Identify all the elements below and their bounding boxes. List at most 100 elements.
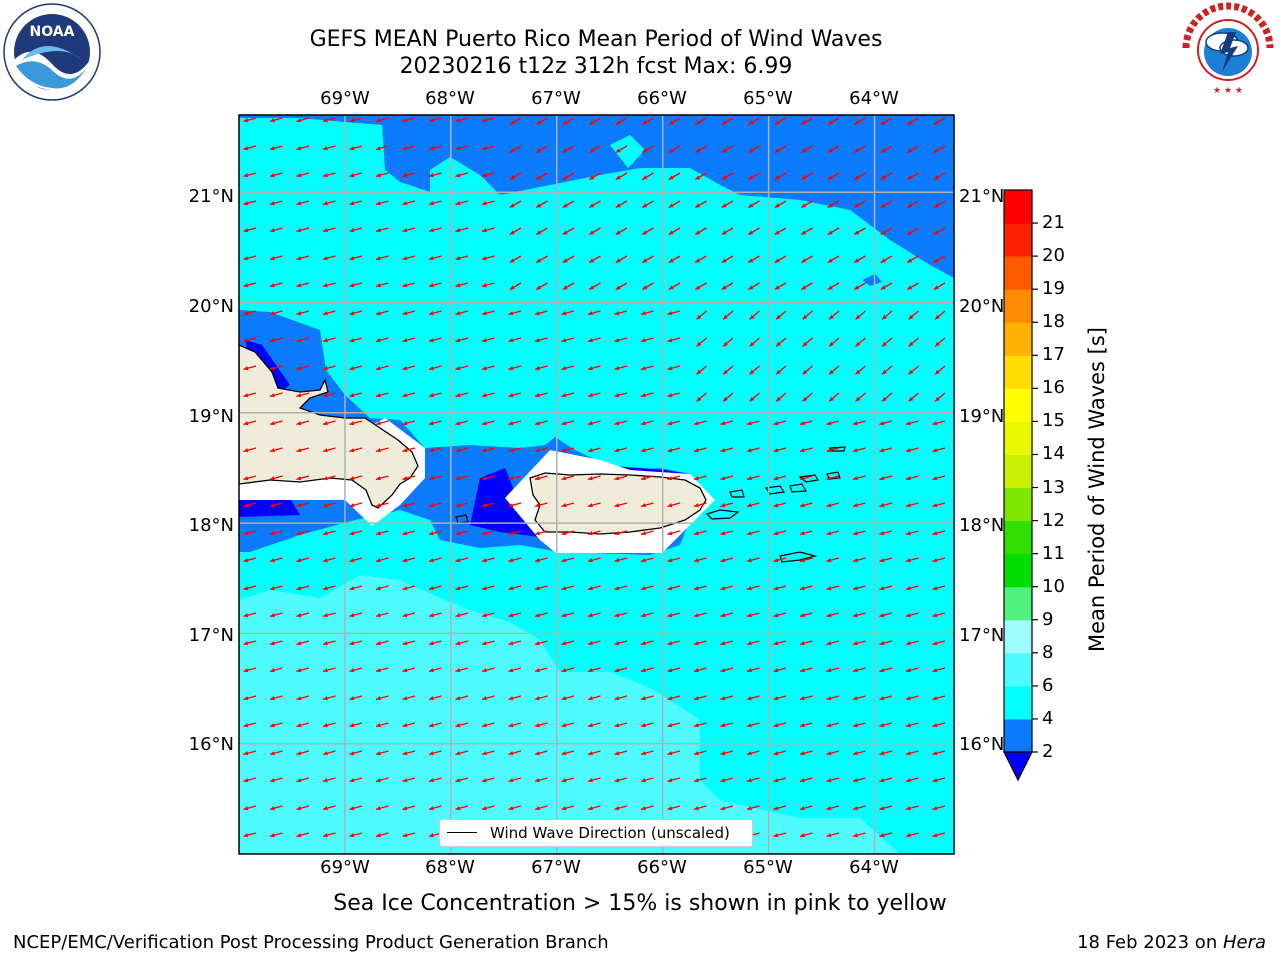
wind-wave-arrow	[640, 805, 654, 811]
wind-wave-arrow	[905, 777, 919, 783]
wind-wave-arrow	[826, 667, 840, 673]
wind-wave-arrow	[853, 200, 866, 209]
wind-wave-arrow	[349, 585, 363, 591]
wind-wave-arrow	[855, 310, 866, 320]
wind-wave-arrow	[243, 310, 257, 316]
wind-wave-arrow	[800, 117, 813, 126]
wind-wave-arrow	[535, 145, 548, 154]
wind-wave-arrow	[243, 832, 257, 838]
wind-wave-arrow	[481, 667, 495, 673]
wind-wave-arrow	[534, 475, 548, 481]
lat-tick-label: 17°N	[959, 625, 1005, 646]
wind-wave-arrow	[614, 805, 628, 811]
wind-wave-arrow	[296, 392, 310, 398]
wind-wave-arrow	[827, 282, 840, 291]
wind-wave-arrow	[641, 145, 654, 154]
wind-wave-arrow	[269, 502, 283, 508]
wind-wave-arrow	[269, 447, 283, 453]
wind-wave-arrow	[322, 255, 336, 261]
wind-wave-arrow	[481, 200, 495, 206]
wind-wave-arrow	[774, 282, 787, 291]
wind-wave-arrow	[508, 420, 522, 426]
wind-wave-arrow	[349, 255, 363, 261]
colorbar-segment	[1004, 454, 1032, 489]
wind-wave-arrow	[481, 612, 495, 618]
wind-wave-arrow	[826, 557, 840, 563]
wind-wave-arrow	[375, 557, 389, 563]
wind-wave-arrow	[455, 667, 469, 673]
wind-wave-arrow	[640, 392, 654, 398]
wind-wave-arrow	[296, 640, 310, 646]
wind-wave-arrow	[588, 227, 601, 236]
wind-wave-arrow	[243, 145, 257, 151]
wind-wave-arrow	[269, 695, 283, 701]
period-band-under-2	[470, 468, 540, 537]
wind-wave-arrow	[749, 365, 760, 375]
wind-wave-arrow	[561, 722, 575, 728]
wind-wave-arrow	[774, 227, 787, 236]
wind-wave-arrow	[932, 805, 946, 811]
wind-wave-arrow	[349, 502, 363, 508]
wind-wave-arrow	[375, 420, 389, 426]
wind-wave-arrow	[775, 392, 787, 402]
wind-wave-arrow	[827, 200, 840, 209]
wind-wave-arrow	[587, 805, 601, 811]
wind-wave-arrow	[428, 310, 442, 316]
wind-wave-arrow	[508, 365, 522, 371]
wind-wave-arrow	[905, 475, 919, 481]
wind-wave-arrow	[455, 530, 469, 536]
wind-wave-arrow	[799, 722, 813, 728]
wind-wave-arrow	[852, 777, 866, 783]
wind-wave-arrow	[243, 172, 257, 178]
wind-wave-arrow	[481, 227, 495, 233]
wind-wave-arrow	[881, 310, 893, 320]
period-band-2-4-north	[239, 115, 954, 278]
wind-wave-arrow	[693, 585, 707, 591]
lon-tick-label: 67°W	[531, 857, 581, 878]
wind-wave-arrow	[455, 777, 469, 783]
wind-wave-arrow	[852, 612, 866, 618]
wind-wave-arrow	[747, 200, 760, 209]
wind-wave-arrow	[879, 557, 893, 563]
wind-wave-arrow	[773, 777, 787, 783]
wind-wave-arrow	[375, 337, 389, 343]
colorbar-segment	[1004, 256, 1032, 290]
wind-wave-arrow	[455, 337, 469, 343]
wind-wave-arrow	[614, 530, 628, 536]
colorbar-segment	[1004, 223, 1032, 257]
wind-wave-arrow	[455, 475, 469, 481]
wind-wave-arrow	[455, 695, 469, 701]
wind-wave-arrow	[827, 172, 840, 181]
wind-wave-arrow	[614, 365, 628, 371]
wind-wave-arrow	[720, 640, 734, 646]
wind-wave-arrow	[587, 585, 601, 591]
wind-wave-arrow	[640, 530, 654, 536]
wind-wave-arrow	[853, 145, 866, 154]
wind-wave-arrow	[243, 612, 257, 618]
wind-wave-arrow	[828, 310, 840, 320]
wind-wave-arrow	[428, 585, 442, 591]
wind-wave-arrow	[800, 145, 813, 154]
wind-wave-arrow	[932, 722, 946, 728]
wind-wave-arrow	[640, 447, 654, 453]
wind-wave-arrow	[721, 200, 734, 209]
wind-wave-arrow	[693, 447, 707, 453]
wind-wave-arrow	[614, 640, 628, 646]
lon-tick-label: 66°W	[637, 88, 687, 109]
colorbar-segment	[1004, 652, 1032, 687]
wind-wave-arrow	[932, 612, 946, 618]
wind-wave-arrow	[906, 282, 919, 291]
wind-wave-arrow	[349, 282, 363, 288]
wind-wave-arrow	[587, 475, 601, 481]
wind-wave-arrow	[826, 750, 840, 756]
wind-wave-arrow	[905, 750, 919, 756]
wind-wave-arrow	[614, 337, 628, 343]
colorbar-tick-label: 2	[1042, 741, 1054, 762]
wind-wave-arrow	[562, 200, 575, 209]
wind-wave-arrow	[721, 117, 734, 126]
wind-wave-arrow	[322, 447, 336, 453]
wind-wave-arrow	[853, 282, 866, 291]
wind-wave-arrow	[428, 282, 442, 288]
wind-wave-arrow	[561, 695, 575, 701]
